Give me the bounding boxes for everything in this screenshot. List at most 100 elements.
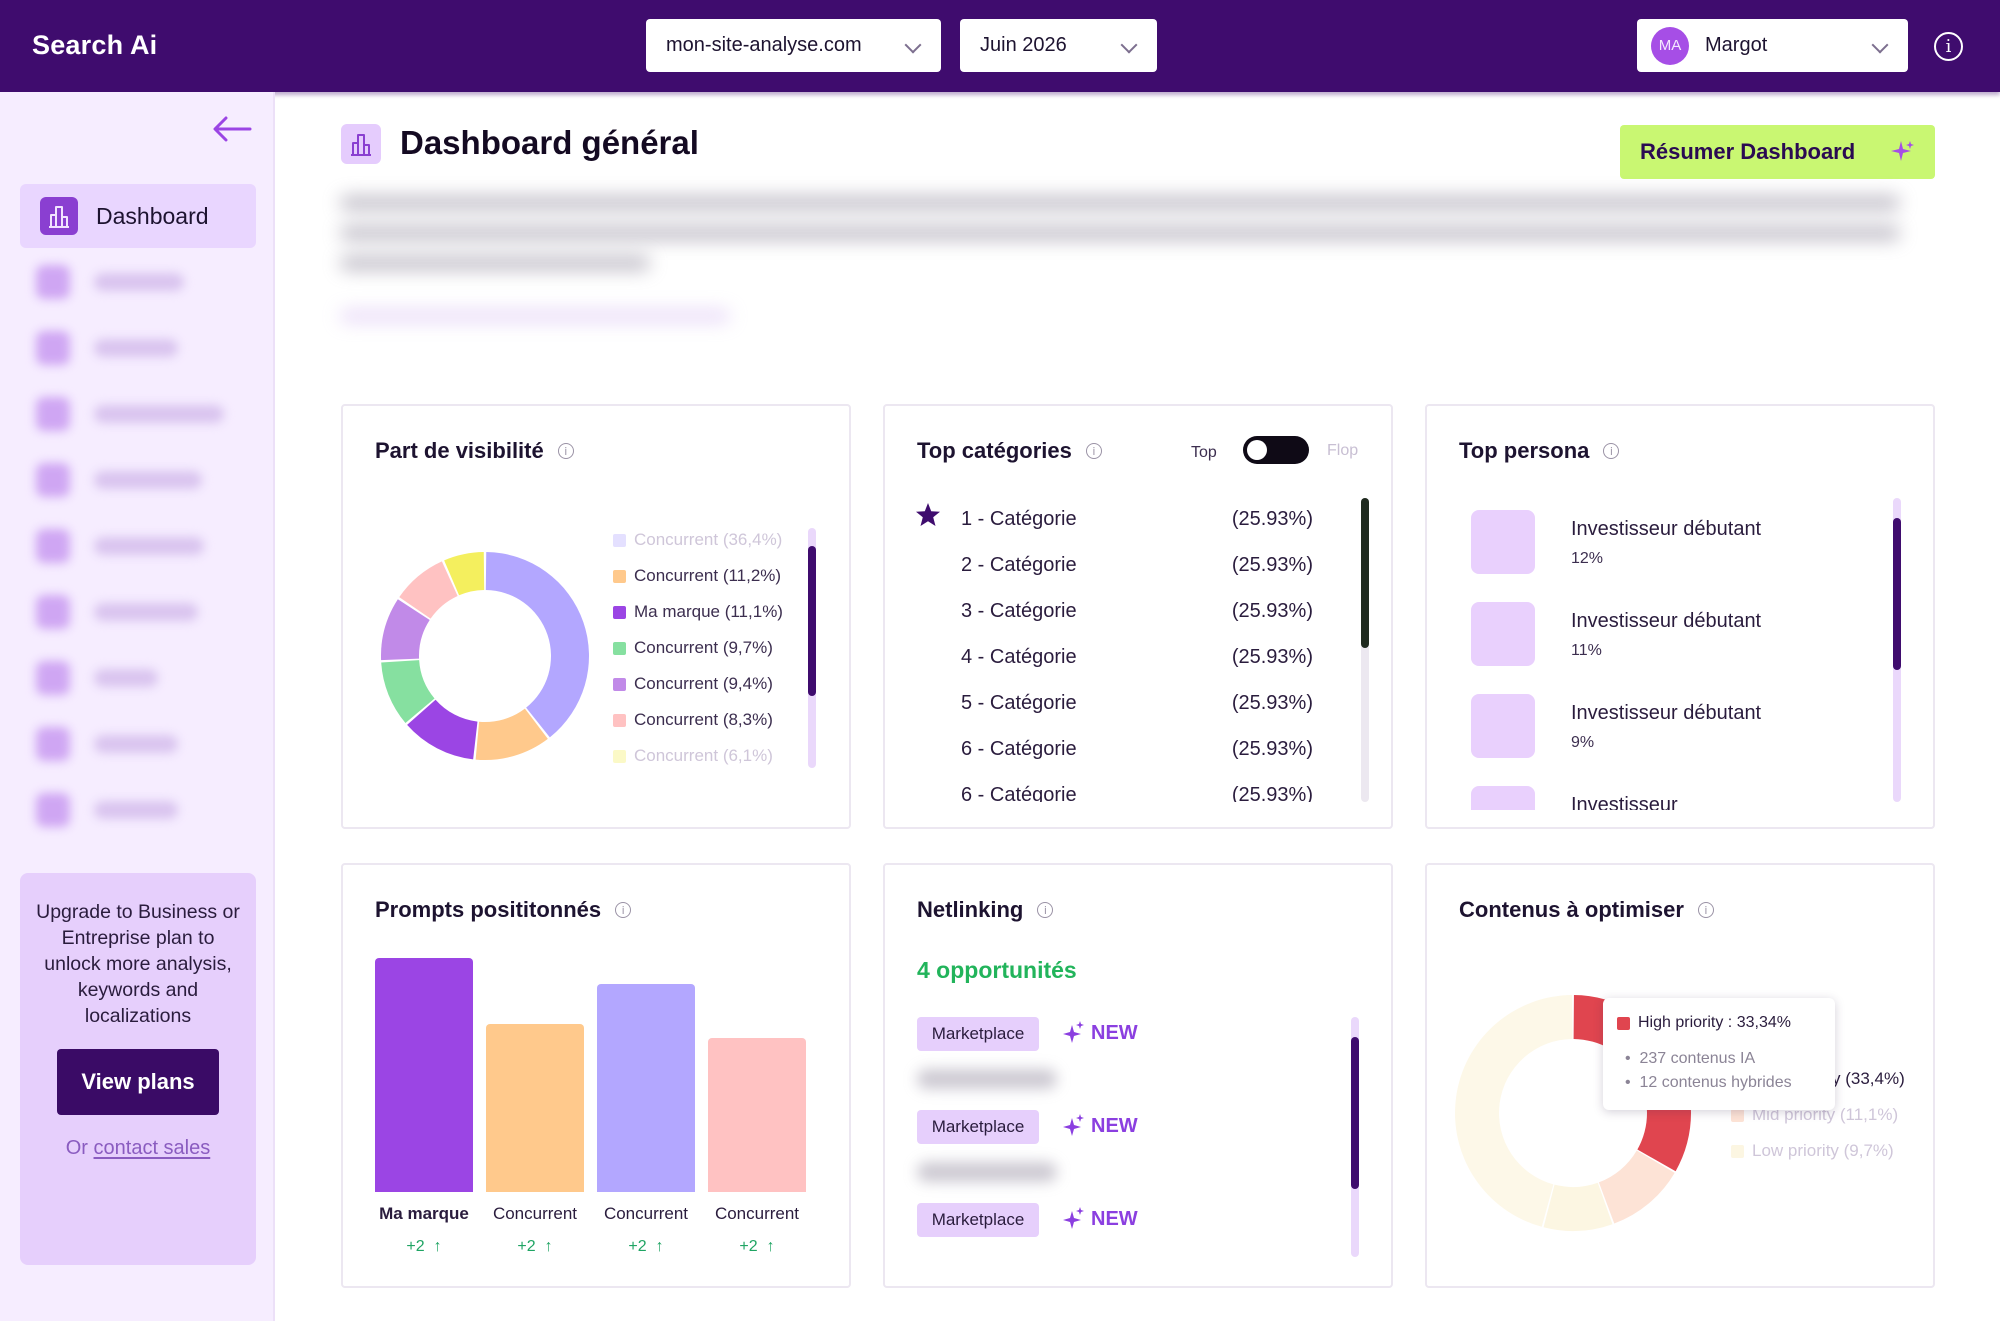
sidebar-item-blurred[interactable] (36, 262, 246, 302)
card-title: Prompts posititonnés i (375, 897, 632, 923)
contact-sales-link[interactable]: contact sales (93, 1137, 211, 1159)
bar[interactable] (486, 1023, 584, 1192)
legend-item[interactable]: Concurrent (11,2%) (613, 558, 783, 594)
sidebar-item-blurred[interactable] (36, 526, 246, 566)
info-icon[interactable]: i (1037, 902, 1054, 918)
legend-item[interactable]: Concurrent (6,1%) (613, 738, 783, 774)
sidebar-item-blurred[interactable] (36, 790, 246, 830)
info-icon[interactable]: i (1697, 902, 1714, 918)
sidebar-item-label: Dashboard (96, 202, 209, 229)
bar[interactable] (375, 958, 473, 1192)
info-icon[interactable]: i (557, 443, 574, 459)
card-title: Part de visibilité i (375, 438, 574, 464)
donut-slice[interactable] (1455, 995, 1573, 1227)
legend-swatch (613, 641, 626, 655)
donut-slice[interactable] (1598, 1150, 1675, 1224)
user-menu[interactable]: MA Margot (1637, 19, 1908, 72)
info-icon[interactable]: i (1934, 32, 1963, 61)
view-plans-button[interactable]: View plans (57, 1049, 219, 1115)
upgrade-panel: Upgrade to Business or Entreprise plan t… (20, 873, 256, 1265)
legend-item[interactable]: Concurrent (9,4%) (613, 666, 783, 702)
legend-label: Concurrent (9,7%) (634, 638, 773, 657)
info-icon[interactable]: i (615, 902, 632, 918)
category-row[interactable]: 2 - Catégorie (25.93%) (915, 542, 1325, 588)
category-row[interactable]: 6 - Catégorie (25.93%) (915, 772, 1325, 802)
donut-slice[interactable] (444, 552, 485, 596)
scrollbar[interactable] (1361, 498, 1369, 802)
donut-slice[interactable] (381, 660, 435, 724)
persona-avatar (1471, 510, 1535, 574)
sidebar-item-blurred[interactable] (36, 658, 246, 698)
arrow-left-icon[interactable] (212, 114, 252, 144)
chevron-down-icon (904, 36, 922, 54)
donut-slice[interactable] (1543, 1182, 1613, 1231)
chart-tooltip: High priority : 33,34% • 237 contenus IA… (1603, 998, 1835, 1110)
delta-value: +2 (628, 1238, 647, 1255)
persona-item[interactable]: Investisseur débutant 9% (1471, 694, 1871, 786)
category-row[interactable]: 6 - Catégorie (25.93%) (915, 726, 1325, 772)
sidebar-item-blurred[interactable] (36, 460, 246, 500)
tooltip-line: • 237 contenus IA (1625, 1050, 1756, 1067)
bar[interactable] (597, 983, 695, 1192)
sidebar-item-blurred[interactable] (36, 394, 246, 434)
summarize-dashboard-button[interactable]: Résumer Dashboard (1620, 125, 1935, 179)
donut-slice[interactable] (381, 599, 430, 661)
blurred-description (340, 226, 1900, 240)
scrollbar-thumb[interactable] (1361, 498, 1369, 648)
legend-item[interactable]: Concurrent (9,7%) (613, 630, 783, 666)
new-label: NEW (1091, 1207, 1138, 1230)
blurred-link (917, 1162, 1057, 1182)
blurred-description (340, 256, 650, 270)
top-flop-toggle[interactable] (1243, 436, 1309, 464)
arrow-up-icon: ↑ (433, 1238, 442, 1255)
sidebar-item-blurred[interactable] (36, 592, 246, 632)
star-icon (916, 503, 940, 526)
sidebar-item-dashboard[interactable]: Dashboard (20, 184, 256, 248)
sidebar-item-blurred[interactable] (36, 328, 246, 368)
toggle-top-label[interactable]: Top (1191, 444, 1217, 461)
blurred-link (340, 310, 730, 322)
delta-value: +2 (517, 1238, 536, 1255)
category-percent: (25.93%) (1231, 508, 1313, 530)
legend-swatch (613, 713, 626, 727)
bar-label: Concurrent (714, 1204, 800, 1223)
info-icon[interactable]: i (1085, 443, 1102, 459)
scrollbar-thumb[interactable] (808, 546, 816, 696)
donut-slice[interactable] (475, 708, 548, 760)
category-name: 6 - Catégorie (961, 784, 1077, 802)
legend-item[interactable]: Concurrent (36,4%) (613, 522, 783, 558)
category-name: 2 - Catégorie (961, 554, 1077, 576)
persona-item[interactable]: Investisseur (1471, 786, 1871, 810)
category-row[interactable]: 4 - Catégorie (25.93%) (915, 634, 1325, 680)
scrollbar-thumb[interactable] (1893, 518, 1901, 670)
toggle-flop-label[interactable]: Flop (1327, 442, 1359, 459)
category-name: 1 - Catégorie (961, 508, 1077, 530)
app-logo[interactable]: Search Ai (32, 30, 158, 60)
visibility-card: Part de visibilité i Concurrent (36,4%) C… (341, 404, 851, 829)
bar-label: Concurrent (603, 1204, 689, 1223)
month-select[interactable]: Juin 2026 (960, 19, 1157, 72)
bar[interactable] (708, 1037, 806, 1192)
donut-slice[interactable] (485, 552, 589, 738)
legend-item[interactable]: Ma marque (11,1%) (613, 594, 783, 630)
sidebar-item-blurred[interactable] (36, 724, 246, 764)
scrollbar-thumb[interactable] (1351, 1037, 1359, 1189)
legend-swatch (613, 533, 626, 547)
chevron-down-icon (1120, 36, 1138, 54)
category-row[interactable]: 5 - Catégorie (25.93%) (915, 680, 1325, 726)
info-icon[interactable]: i (1603, 443, 1620, 459)
persona-name: Investisseur (1571, 794, 1678, 810)
donut-slice[interactable] (407, 699, 478, 760)
legend-item[interactable]: Concurrent (8,3%) (613, 702, 783, 738)
persona-item[interactable]: Investisseur débutant 12% (1471, 510, 1871, 602)
persona-item[interactable]: Investisseur débutant 11% (1471, 602, 1871, 694)
visibility-donut-chart (381, 552, 589, 760)
site-select[interactable]: mon-site-analyse.com (646, 19, 941, 72)
card-title: Top persona i (1459, 438, 1620, 464)
donut-slice[interactable] (399, 561, 458, 619)
category-row[interactable]: 3 - Catégorie (25.93%) (915, 588, 1325, 634)
category-row[interactable]: 1 - Catégorie (25.93%) (915, 496, 1325, 542)
legend-label: Ma marque (11,1%) (634, 602, 783, 621)
tooltip-line-text: 12 contenus hybrides (1639, 1074, 1792, 1091)
legend-swatch (613, 677, 626, 691)
